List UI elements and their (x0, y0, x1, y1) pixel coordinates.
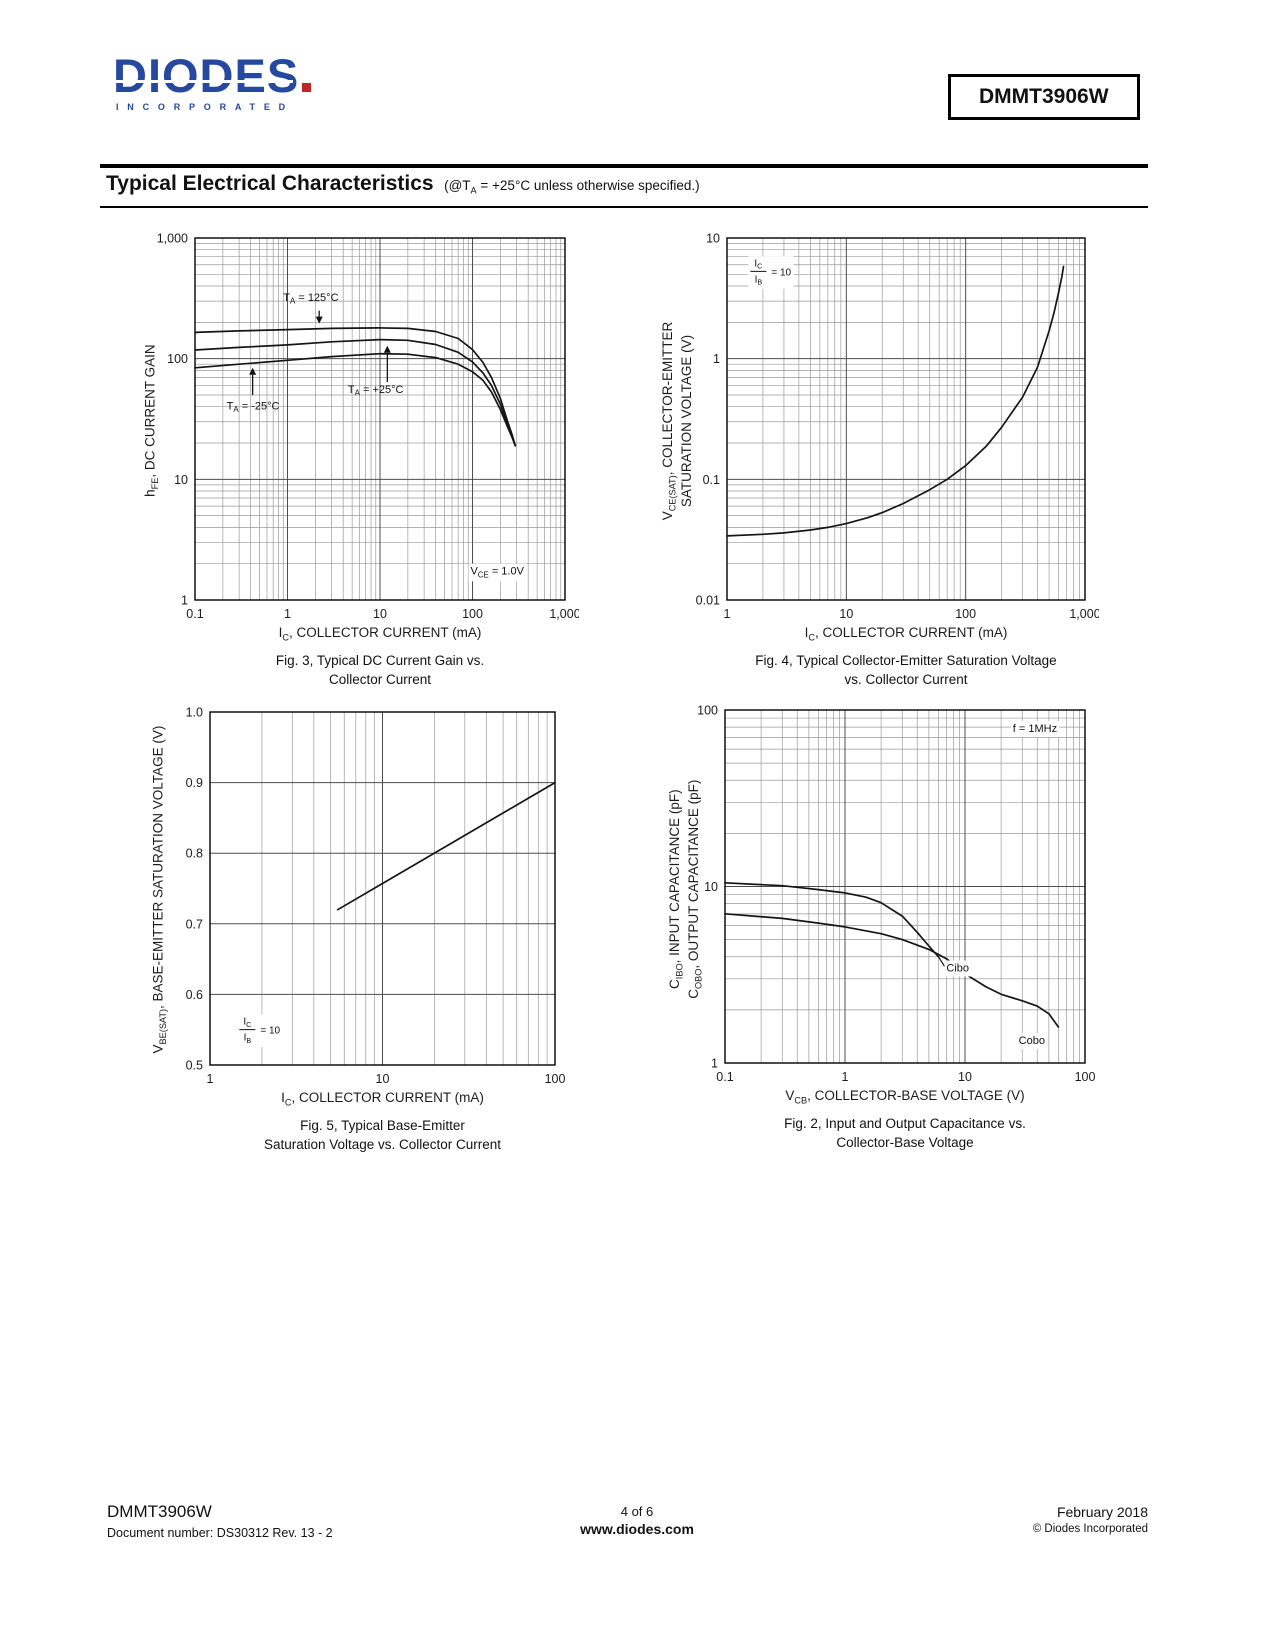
footer-page-number: 4 of 6 (620, 1504, 654, 1519)
svg-text:10: 10 (958, 1070, 972, 1084)
fig3-caption: Fig. 3, Typical DC Current Gain vs. Colle… (275, 652, 485, 687)
fig5-x-axis-label: IC, COLLECTOR CURRENT (mA) (281, 1090, 484, 1108)
svg-text:10: 10 (704, 880, 718, 894)
fig4-y-axis-label: VCE(SAT), COLLECTOR-EMITTER SATURATION VO… (659, 321, 695, 521)
fig2-y-axis-label: CIBO, INPUT CAPACITANCE (pF) COBO, OUTPUT… (666, 779, 704, 999)
fig4-chart: VCE(SAT), COLLECTOR-EMITTER SATURATION VO… (660, 228, 1099, 689)
diodes-logo-word: DIODES (113, 49, 312, 102)
svg-text:0.1: 0.1 (186, 607, 203, 621)
svg-text:1: 1 (284, 607, 291, 621)
section-title: Typical Electrical Characteristics (@TA … (106, 172, 700, 196)
svg-text:TA = 125°C: TA = 125°C (283, 292, 338, 306)
svg-text:100: 100 (697, 704, 718, 718)
svg-text:1: 1 (711, 1057, 718, 1071)
svg-text:0.1: 0.1 (716, 1070, 733, 1084)
svg-text:= 10: = 10 (260, 1026, 280, 1037)
fig3-x-axis-label: IC, COLLECTOR CURRENT (mA) (278, 625, 482, 643)
svg-text:Cibo: Cibo (946, 962, 969, 974)
svg-text:1: 1 (842, 1070, 849, 1084)
svg-text:0.9: 0.9 (186, 776, 203, 790)
svg-text:0.5: 0.5 (186, 1059, 203, 1073)
footer-date: February 2018 (1056, 1504, 1148, 1520)
section-title-condition: (@TA = +25°C unless otherwise specified.… (444, 178, 700, 196)
svg-text:1: 1 (181, 594, 188, 608)
header-rule (100, 164, 1148, 168)
svg-text:IC: IC (243, 1017, 251, 1029)
svg-text:1: 1 (724, 607, 731, 621)
title-underline-rule (100, 206, 1148, 208)
logo-stripe (115, 80, 294, 83)
footer-copyright: © Diodes Incorporated (1032, 1523, 1148, 1535)
section-title-text: Typical Electrical Characteristics (106, 172, 434, 195)
svg-text:1.0: 1.0 (186, 706, 203, 720)
fig3-plot: TA = 125°C TA = +25°C TA = -25°C VCE = 1.0V… (157, 232, 579, 622)
diodes-logo-subtext: INCORPORATED (116, 102, 294, 112)
svg-text:0.8: 0.8 (186, 847, 203, 861)
svg-text:f = 1MHz: f = 1MHz (1013, 723, 1057, 735)
footer-part-number: DMMT3906W (107, 1502, 212, 1521)
svg-text:1: 1 (207, 1072, 214, 1086)
svg-text:1: 1 (713, 352, 720, 366)
fig5-plot: IC IB = 10 1 10 100 0.5 0.6 0.7 0.8 0.9 1.0 (186, 706, 566, 1087)
fig2-caption: Fig. 2, Input and Output Capacitance vs.… (784, 1115, 1026, 1150)
svg-text:0.7: 0.7 (186, 917, 203, 931)
svg-text:100: 100 (545, 1072, 566, 1086)
fig5-caption: Fig. 5, Typical Base-Emitter Saturation V… (263, 1117, 502, 1152)
svg-text:10: 10 (839, 607, 853, 621)
svg-text:VCE = 1.0V: VCE = 1.0V (470, 566, 524, 580)
svg-text:IB: IB (755, 274, 763, 286)
svg-text:= 10: = 10 (771, 267, 791, 278)
svg-text:1,000: 1,000 (157, 232, 188, 246)
fig5-chart: VBE(SAT), BASE-EMITTER SATURATION VOLTAG… (150, 702, 569, 1154)
fig5-y-axis-label: VBE(SAT), BASE-EMITTER SATURATION VOLTAG… (150, 725, 169, 1054)
footer-website-link[interactable]: www.diodes.com (580, 1521, 694, 1537)
fig2-chart: CIBO, INPUT CAPACITANCE (pF) COBO, OUTPUT… (667, 700, 1099, 1152)
diodes-logo-text: DIODES (113, 49, 300, 102)
svg-text:100: 100 (462, 607, 483, 621)
svg-text:Cobo: Cobo (1019, 1035, 1045, 1047)
svg-text:10: 10 (376, 1072, 390, 1086)
svg-text:IC: IC (754, 258, 762, 270)
svg-text:IB: IB (244, 1033, 252, 1045)
footer-center: 4 of 6 www.diodes.com (487, 1504, 787, 1537)
fig2-x-axis-label: VCB, COLLECTOR-BASE VOLTAGE (V) (785, 1088, 1025, 1106)
svg-text:TA = +25°C: TA = +25°C (348, 384, 404, 398)
svg-text:0.01: 0.01 (696, 594, 720, 608)
svg-text:100: 100 (1075, 1070, 1096, 1084)
svg-text:1,000: 1,000 (549, 607, 579, 621)
diodes-logo: DIODES INCORPORATED (113, 49, 312, 112)
part-number: DMMT3906W (979, 85, 1109, 108)
svg-text:TA = -25°C: TA = -25°C (227, 400, 280, 414)
fig4-plot: IC IB = 10 1 10 100 1,000 0.01 0.1 1 10 (696, 232, 1099, 622)
svg-text:1,000: 1,000 (1069, 607, 1099, 621)
svg-text:100: 100 (955, 607, 976, 621)
svg-text:0.1: 0.1 (703, 473, 720, 487)
fig3-chart: hFE, DC CURRENT GAIN TA = 125°C TA = +25°… (142, 228, 579, 689)
svg-text:10: 10 (373, 607, 387, 621)
svg-text:10: 10 (706, 232, 720, 246)
svg-text:10: 10 (174, 473, 188, 487)
fig4-caption: Fig. 4, Typical Collector-Emitter Satura… (755, 652, 1057, 687)
logo-dot (302, 83, 312, 92)
footer-left: DMMT3906W Document number: DS30312 Rev. … (107, 1502, 333, 1540)
part-number-box: DMMT3906W (948, 74, 1140, 120)
footer-right: February 2018 © Diodes Incorporated (1033, 1504, 1148, 1535)
fig4-x-axis-label: IC, COLLECTOR CURRENT (mA) (804, 625, 1008, 643)
svg-text:100: 100 (167, 352, 188, 366)
footer-document-number: Document number: DS30312 Rev. 13 - 2 (107, 1526, 333, 1540)
fig3-y-axis-label: hFE, DC CURRENT GAIN (142, 344, 161, 497)
svg-text:0.6: 0.6 (186, 988, 203, 1002)
